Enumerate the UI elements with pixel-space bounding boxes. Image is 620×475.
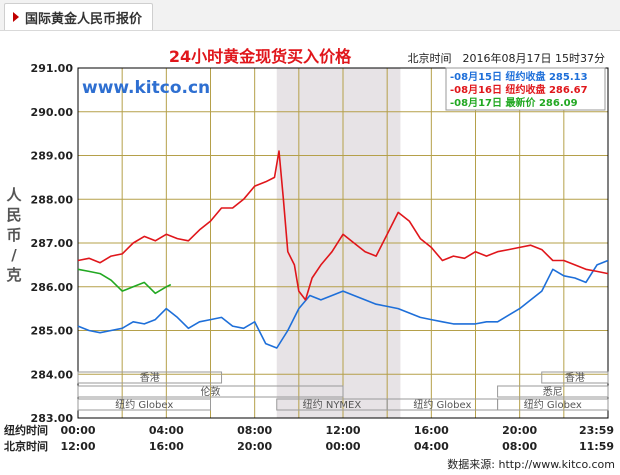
tab-bar: 国际黄金人民币报价	[0, 0, 620, 31]
watermark: www.kitco.cn	[82, 78, 210, 98]
tab-gold-cny[interactable]: 国际黄金人民币报价	[4, 3, 154, 30]
x-tick-label: 11:59	[579, 440, 614, 453]
session-label: 香港	[140, 372, 160, 384]
y-tick-label: 284.00	[31, 368, 74, 381]
x-axis-row-label: 纽约时间	[4, 423, 48, 437]
session-bar	[77, 385, 344, 398]
x-tick-label: 23:59	[579, 424, 614, 437]
legend-entry: -08月16日 纽约收盘 286.67	[450, 83, 588, 96]
x-tick-label: 12:00	[325, 424, 360, 437]
x-tick-label: 00:00	[325, 440, 360, 453]
session-bar	[541, 371, 609, 384]
x-axis-row-label: 北京时间	[4, 439, 48, 453]
y-axis-label-char: 克	[6, 266, 21, 284]
session-label: 香港	[565, 372, 585, 384]
session-label: 纽约 Globex	[413, 398, 471, 411]
x-tick-label: 20:00	[502, 424, 537, 437]
session-label: 伦敦	[201, 385, 221, 398]
session-bar	[77, 398, 211, 411]
x-tick-label: 04:00	[414, 440, 449, 453]
y-axis-label-char: 民	[6, 206, 21, 224]
time-label: 北京时间 2016年08月17日 15时37分	[408, 51, 605, 65]
legend-entry: -08月17日 最新价 286.09	[450, 96, 578, 109]
series-line-3	[77, 268, 172, 295]
session-label: 悉尼	[543, 386, 563, 398]
series-line-1	[77, 259, 609, 349]
session-label: 纽约 Globex	[115, 398, 173, 411]
tab-label: 国际黄金人民币报价	[25, 11, 143, 27]
x-tick-label: 08:00	[237, 424, 272, 437]
plot-border	[77, 67, 609, 419]
x-tick-label: 16:00	[149, 440, 184, 453]
session-bar	[77, 371, 223, 384]
x-tick-label: 20:00	[237, 440, 272, 453]
session-bar	[497, 398, 609, 411]
session-bar	[497, 385, 609, 398]
x-tick-label: 12:00	[60, 440, 95, 453]
y-tick-label: 286.00	[31, 281, 74, 294]
x-tick-label: 04:00	[149, 424, 184, 437]
y-tick-label: 285.00	[31, 325, 74, 338]
triangle-icon	[13, 12, 19, 22]
session-label: 纽约 NYMEX	[303, 398, 362, 411]
y-tick-label: 288.00	[31, 193, 74, 206]
series-line-2	[77, 150, 609, 301]
session-label: 纽约 Globex	[524, 398, 582, 411]
source-label: 数据来源: http://www.kitco.com	[447, 457, 615, 471]
legend-box	[445, 67, 606, 111]
x-tick-label: 08:00	[502, 440, 537, 453]
y-axis-label-char: /	[11, 246, 17, 264]
x-tick-label: 00:00	[60, 424, 95, 437]
chart-title: 24小时黄金现货买入价格	[169, 47, 352, 66]
y-tick-label: 287.00	[31, 237, 74, 250]
legend-entry: -08月15日 纽约收盘 285.13	[450, 70, 588, 83]
x-tick-label: 16:00	[414, 424, 449, 437]
y-axis-label-char: 币	[6, 226, 21, 244]
y-tick-label: 283.00	[31, 412, 74, 425]
y-tick-label: 289.00	[31, 150, 74, 163]
y-tick-label: 291.00	[31, 62, 74, 75]
y-axis-label-char: 人	[6, 186, 22, 204]
y-tick-label: 290.00	[31, 106, 74, 119]
